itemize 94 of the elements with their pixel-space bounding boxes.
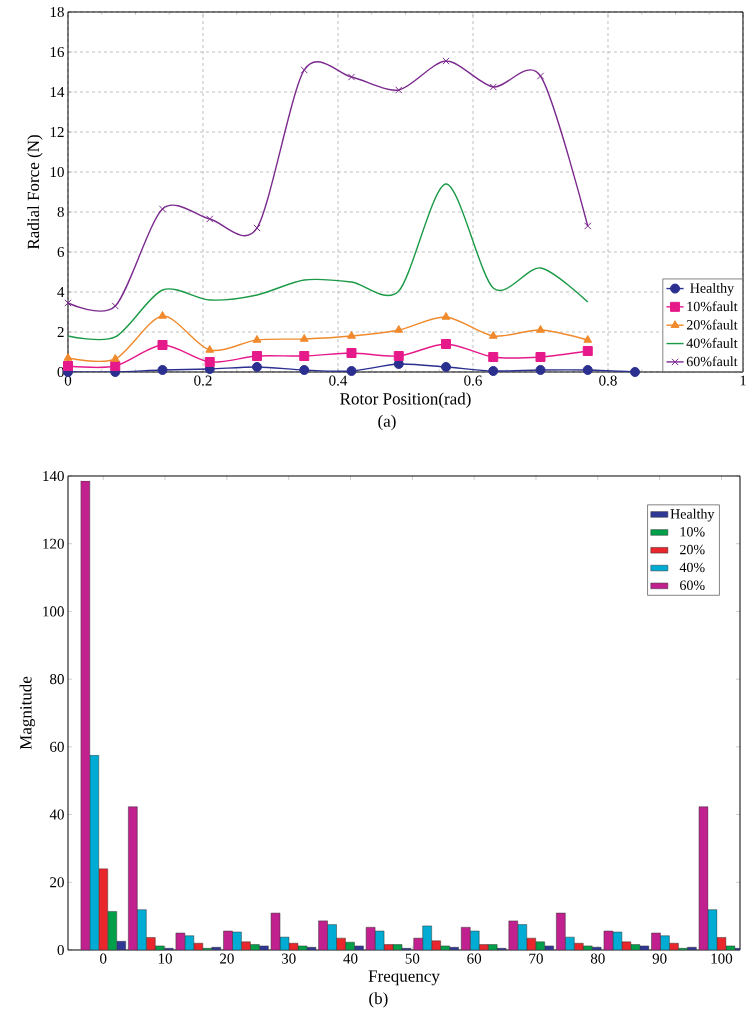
point [584,222,592,230]
y-tick-label: 14 [50,87,65,97]
point [441,361,451,372]
legend-label: 60% [680,580,705,590]
y-tick-label: 8 [57,206,64,218]
point [395,86,403,94]
y-tick-label: 20 [50,877,64,888]
point [535,351,546,362]
y-tick-label: 6 [57,246,65,258]
point [204,356,215,367]
y-tick-label: 18 [50,6,64,18]
x-tick-label: 0.8 [599,375,617,386]
x-tick-label: 20 [220,953,234,964]
point [63,360,73,371]
y-tick-label: 100 [43,606,64,617]
point [252,350,262,361]
point [535,364,546,375]
x-tick-label: 0.2 [194,375,212,386]
x-tick-label: 0.4 [329,375,348,386]
text: (a) [378,414,396,431]
point [347,73,356,81]
point [63,352,73,361]
y-tick-label: 40 [49,809,64,820]
point [441,312,451,320]
text: (b) [369,992,388,1008]
point [300,66,308,74]
point [158,205,167,213]
x-tick-label: 40 [343,953,358,964]
point [582,345,593,356]
x-tick-label: 60 [467,953,482,964]
point [206,215,214,223]
point [299,350,310,361]
y-tick-label: 2 [57,327,64,337]
y-tick-label: 140 [43,470,64,482]
point [347,330,356,339]
point [394,324,404,333]
point [488,365,499,376]
point [582,364,593,375]
x-tick-label: 1 [740,375,746,386]
point [441,338,451,349]
point [583,335,593,343]
point [346,347,357,358]
point [205,344,215,353]
point [393,350,404,361]
legend-label: 20% [680,544,705,555]
point [64,299,72,307]
y-tick-label: 0 [57,366,64,378]
point [536,324,545,333]
point [111,302,119,310]
point [299,334,309,342]
x-tick-label: 10 [158,953,172,964]
point [158,311,167,319]
point [252,361,262,372]
x-tick-label: 100 [711,953,733,964]
point [489,83,497,91]
legend-label: 40%fault [686,337,738,348]
point [110,360,121,371]
y-tick-label: 80 [50,674,64,685]
x-tick-label: 30 [281,953,296,964]
y-tick-label: 60 [50,741,64,752]
legend-label: Healthy [670,508,715,522]
y-tick-label: 120 [43,538,64,549]
legend-label: Healthy [690,282,735,296]
x-tick-label: 0 [64,375,72,386]
y-tick-label: 0 [57,944,64,956]
point [299,364,310,375]
point [488,351,499,362]
y-tick-label: 10 [50,166,64,178]
point [110,354,120,362]
x-tick-label: 70 [529,953,543,964]
legend-label: 60%fault [686,356,738,367]
legend-label: 40% [679,562,705,573]
point [346,365,357,376]
point [488,330,498,339]
x-tick-label: 50 [405,953,420,964]
x-tick-label: 80 [590,953,605,964]
point [157,339,168,350]
y-axis-title: Radial Force (N) [27,135,43,250]
y-tick-label: 12 [50,127,64,137]
legend-label: 10%fault [687,301,738,312]
legend-label: 10% [680,527,705,537]
y-tick-label: 4 [57,287,65,297]
x-axis-title: Frequency [368,970,440,986]
x-axis-title: Rotor Position(rad) [340,392,471,408]
point [536,72,545,80]
x-tick-label: 0 [100,953,107,964]
y-tick-label: 16 [50,46,65,58]
y-axis-title: Magnitude [19,676,36,750]
x-tick-label: 0.6 [464,375,482,386]
legend-label: 20%fault [686,319,738,330]
point [252,335,262,343]
x-tick-label: 90 [652,953,667,964]
point [630,366,640,377]
point [157,364,168,375]
